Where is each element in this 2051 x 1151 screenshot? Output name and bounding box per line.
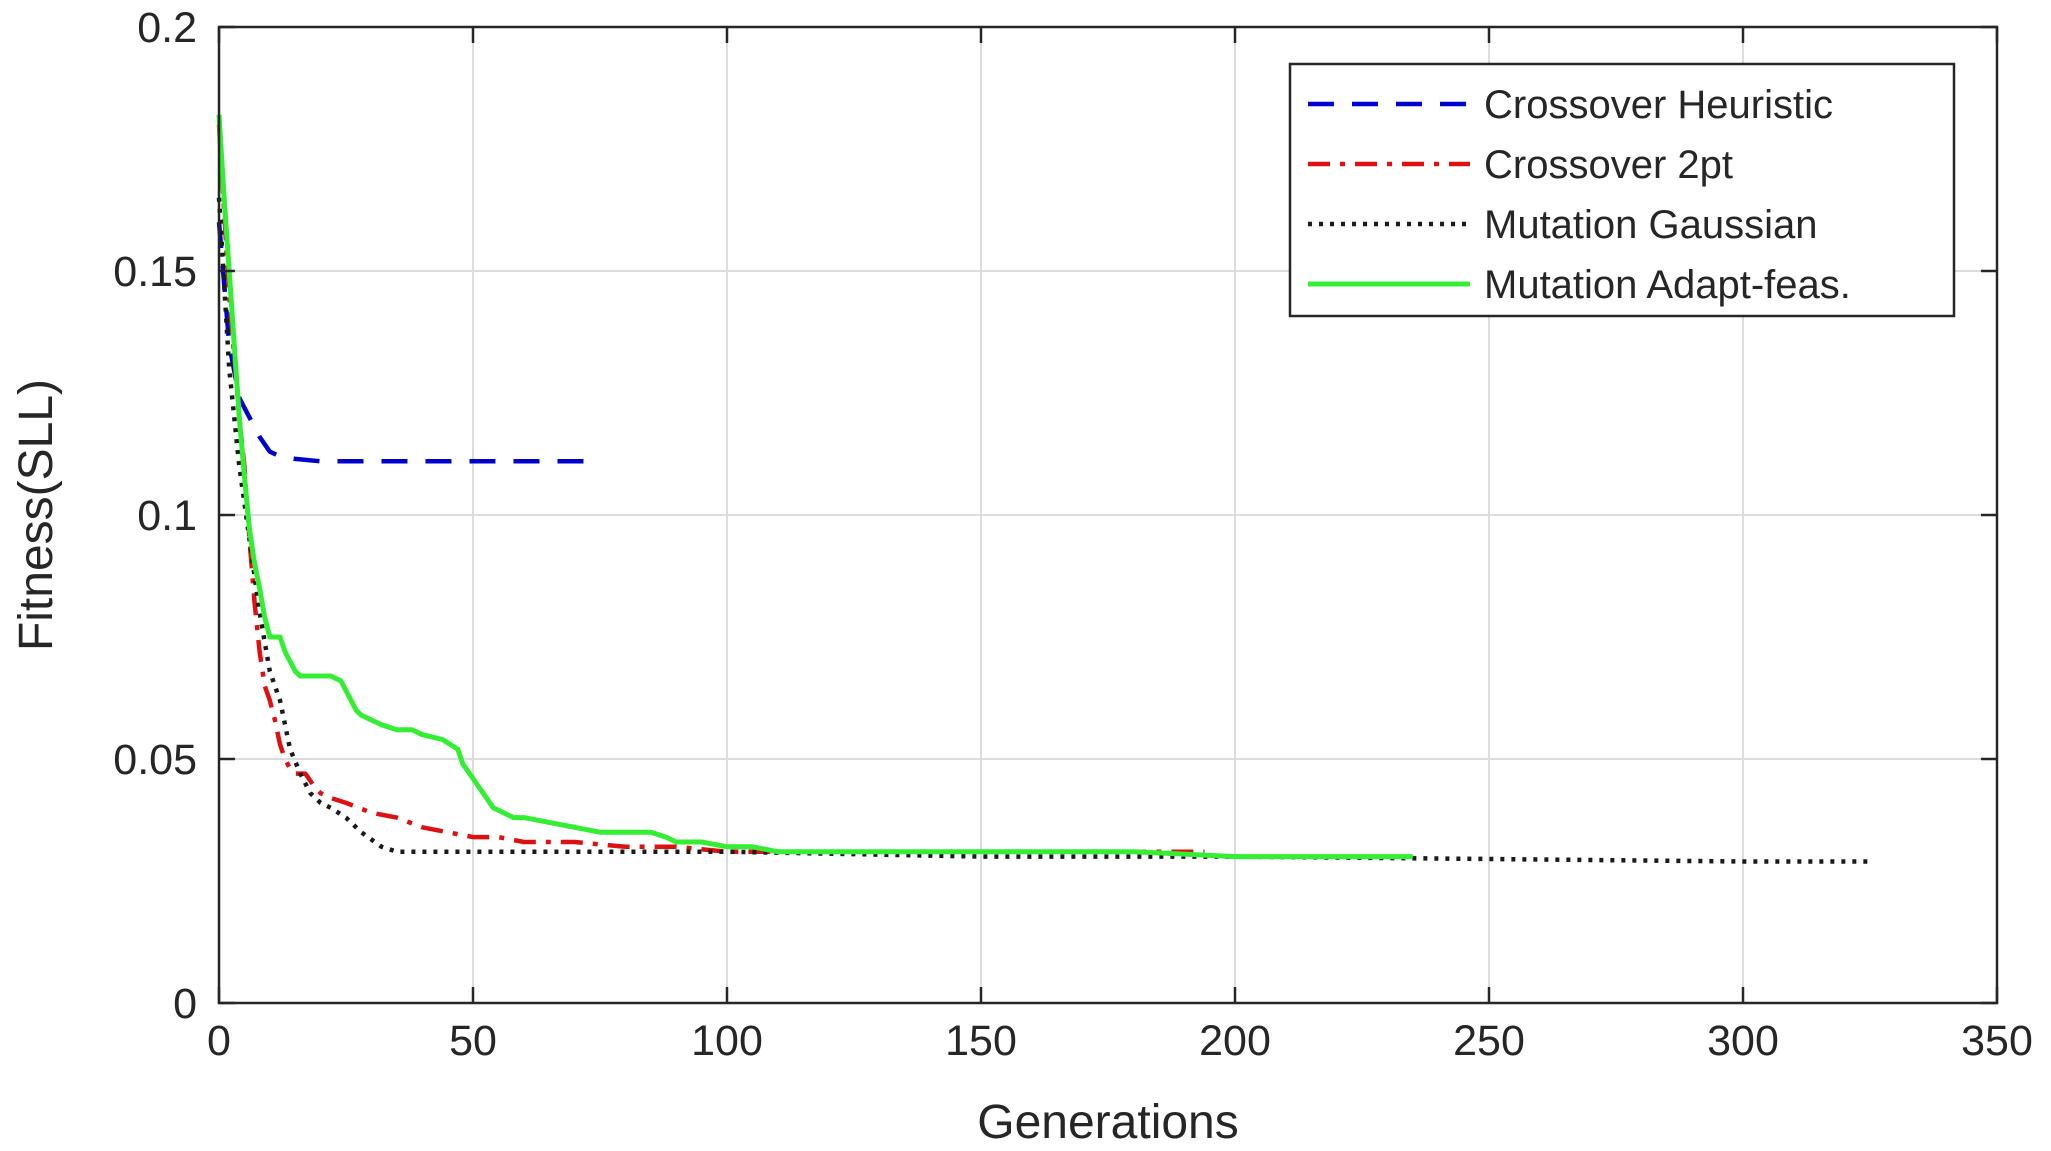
- x-tick-label: 350: [1961, 1017, 2033, 1065]
- legend-label-2: Crossover 2pt: [1484, 143, 1733, 187]
- y-axis-label: Fitness(SLL): [10, 379, 63, 651]
- tick-marks: [217, 25, 1999, 1005]
- x-tick-label: 100: [691, 1017, 763, 1065]
- legend-label-4: Mutation Adapt-feas.: [1484, 263, 1851, 307]
- y-tick-label: 0.05: [113, 736, 197, 784]
- x-tick-label: 0: [207, 1017, 231, 1065]
- y-tick-label: 0.15: [113, 248, 197, 296]
- x-tick-label: 200: [1199, 1017, 1271, 1065]
- series-lines: [216, 114, 1870, 864]
- legend: Crossover Heuristic Crossover 2pt Mutation…: [1288, 62, 1956, 318]
- y-tick-label: 0.1: [137, 492, 197, 540]
- y-tick-labels: 0 0.05 0.1 0.15 0.2: [113, 4, 197, 1028]
- series-line-1: [216, 222, 585, 464]
- legend-label-1: Crossover Heuristic: [1484, 83, 1833, 127]
- series-line-3: [216, 197, 1870, 864]
- x-axis-label: Generations: [977, 1096, 1239, 1149]
- series-line-2: [216, 124, 1205, 854]
- y-tick-label: 0: [173, 980, 197, 1028]
- x-tick-label: 50: [449, 1017, 497, 1065]
- series-line-4: [216, 114, 1413, 860]
- y-tick-label: 0.2: [137, 4, 197, 52]
- x-tick-label: 300: [1707, 1017, 1779, 1065]
- x-tick-label: 150: [945, 1017, 1017, 1065]
- x-tick-label: 250: [1453, 1017, 1525, 1065]
- legend-label-3: Mutation Gaussian: [1484, 203, 1818, 247]
- x-tick-labels: 0 50 100 150 200 250 300 350: [207, 1017, 2033, 1065]
